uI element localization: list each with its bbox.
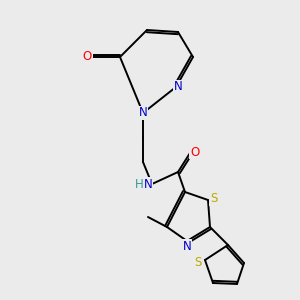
Text: O: O — [82, 50, 91, 64]
Text: H: H — [135, 178, 143, 191]
Text: N: N — [144, 178, 152, 190]
Text: N: N — [174, 80, 182, 94]
Text: N: N — [139, 106, 147, 119]
Text: S: S — [210, 193, 218, 206]
Text: O: O — [190, 146, 200, 158]
Text: N: N — [183, 239, 191, 253]
Text: S: S — [194, 256, 202, 269]
